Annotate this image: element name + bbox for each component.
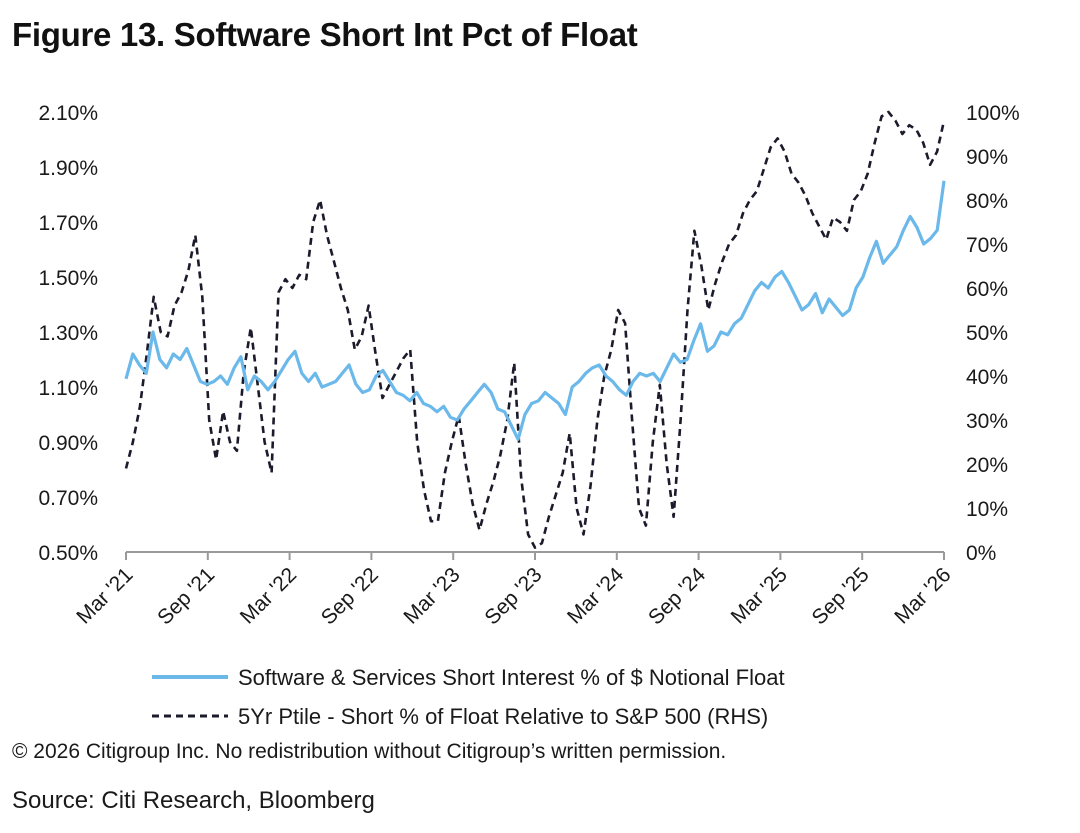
series-5yr-percentile	[124, 110, 946, 549]
right-tick-label: 60%	[966, 278, 1008, 301]
left-axis: 2.10% 1.90% 1.70% 1.50% 1.30% 1.10% 0.90% 0.70%…	[38, 102, 98, 565]
right-tick-label: 70%	[966, 234, 1008, 257]
copyright-notice: © 2026 Citigroup Inc. No redistribution …	[12, 740, 727, 763]
source-note: Source: Citi Research, Bloomberg	[12, 787, 375, 814]
left-tick-label: 1.50%	[38, 267, 98, 290]
legend: Software & Services Short Interest % of …	[152, 665, 785, 729]
left-tick-label: 2.10%	[38, 102, 98, 125]
right-tick-label: 10%	[966, 498, 1008, 521]
x-tick-label: Sep '24	[644, 563, 710, 629]
series-layer	[124, 110, 946, 549]
right-tick-label: 0%	[966, 542, 996, 565]
left-tick-label: 1.70%	[38, 212, 98, 235]
right-tick-label: 80%	[966, 190, 1008, 213]
x-tick-label: Sep '25	[808, 563, 874, 629]
x-tick-label: Sep '23	[480, 563, 546, 629]
x-tick-label: Sep '22	[317, 563, 383, 629]
x-tick-label: Sep '21	[153, 563, 219, 629]
legend-label-software: Software & Services Short Interest % of …	[238, 665, 785, 690]
right-tick-label: 100%	[966, 102, 1020, 125]
x-tick-label: Mar '25	[727, 563, 792, 628]
left-tick-label: 1.30%	[38, 322, 98, 345]
series-software-short-interest	[124, 180, 946, 441]
x-tick-label: Mar '21	[72, 563, 137, 628]
x-tick-label: Mar '24	[563, 563, 629, 629]
chart: 2.10% 1.90% 1.70% 1.50% 1.30% 1.10% 0.90% 0.70%…	[38, 102, 1020, 729]
right-tick-label: 90%	[966, 146, 1008, 169]
left-tick-label: 1.10%	[38, 377, 98, 400]
right-tick-label: 30%	[966, 410, 1008, 433]
left-tick-label: 0.50%	[38, 542, 98, 565]
x-tick-label: Mar '26	[890, 563, 955, 628]
left-tick-label: 0.90%	[38, 432, 98, 455]
right-tick-label: 40%	[966, 366, 1008, 389]
x-axis: Mar '21 Sep '21 Mar '22 Sep '22 Mar '23 Sep '…	[72, 551, 956, 629]
left-tick-label: 0.70%	[38, 487, 98, 510]
x-tick-label: Mar '23	[399, 563, 464, 628]
legend-label-ptile: 5Yr Ptile - Short % of Float Relative to…	[238, 704, 768, 729]
right-tick-label: 20%	[966, 454, 1008, 477]
right-tick-label: 50%	[966, 322, 1008, 345]
x-tick-label: Mar '22	[236, 563, 301, 628]
chart-title: Figure 13. Software Short Int Pct of Flo…	[12, 16, 638, 53]
left-tick-label: 1.90%	[38, 157, 98, 180]
right-axis: 100% 90% 80% 70% 60% 50% 40% 30% 20% 10% 0%	[966, 102, 1020, 565]
